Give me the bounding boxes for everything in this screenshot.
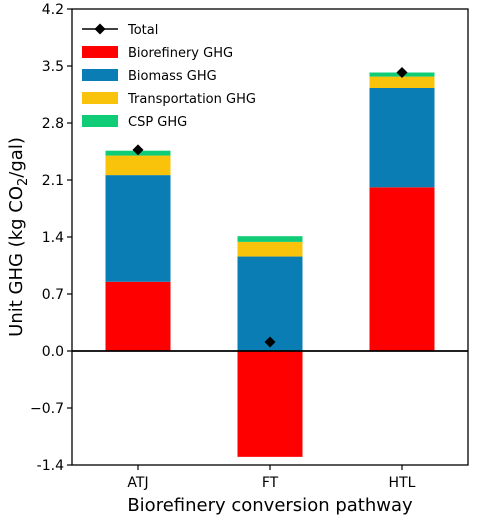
y-tick-label: -1.4: [37, 458, 64, 474]
y-axis-label: Unit GHG (kg CO2/gal): [6, 137, 31, 337]
bar-htl-biorefinery-ghg: [369, 187, 435, 351]
legend-total-marker: [94, 23, 106, 35]
bar-htl-transportation-ghg: [369, 76, 435, 88]
y-tick-label: −0.7: [30, 401, 64, 417]
bar-atj-biorefinery-ghg: [105, 281, 171, 351]
legend-swatch-biorefinery-ghg: [82, 46, 118, 58]
bar-atj-transportation-ghg: [105, 155, 171, 176]
legend-label-total: Total: [127, 23, 158, 38]
legend-label-transportation-ghg: Transportation GHG: [127, 92, 256, 107]
legend-swatch-biomass-ghg: [82, 69, 118, 81]
y-tick-label: 2.1: [42, 173, 64, 189]
y-axis-label-main: Unit GHG (kg CO: [6, 186, 27, 337]
bar-ft-transportation-ghg: [237, 241, 303, 257]
legend-label-csp-ghg: CSP GHG: [128, 115, 187, 130]
bar-ft-biorefinery-ghg: [237, 351, 303, 457]
legend-label-biomass-ghg: Biomass GHG: [128, 69, 217, 84]
bar-ft-biomass-ghg: [237, 256, 303, 351]
x-tick-label-ft: FT: [262, 475, 279, 491]
y-tick-label: 4.2: [42, 2, 64, 18]
y-tick-label: 0.0: [42, 344, 64, 360]
bar-atj-biomass-ghg: [105, 175, 171, 282]
legend-swatch-csp-ghg: [82, 115, 118, 127]
legend: Total Biorefinery GHG Biomass GHG Transport…: [82, 23, 256, 130]
legend-swatch-transportation-ghg: [82, 92, 118, 104]
x-tick-label-htl: HTL: [389, 475, 416, 491]
bar-htl-biomass-ghg: [369, 87, 435, 188]
total-marker-ft: [264, 336, 276, 348]
y-axis-ticks: -1.4 −0.7 0.0 0.7 1.4 2.1 2.8 3.5 4.2: [30, 2, 72, 474]
total-marker-atj: [132, 144, 144, 156]
y-tick-label: 2.8: [42, 116, 64, 132]
bar-ft-csp-ghg: [237, 236, 303, 242]
total-markers-layer: [132, 67, 408, 348]
y-tick-label: 0.7: [42, 287, 64, 303]
x-axis-ticks: ATJ FT HTL: [127, 465, 416, 491]
y-tick-label: 1.4: [42, 230, 64, 246]
legend-label-biorefinery-ghg: Biorefinery GHG: [128, 46, 233, 61]
y-axis-label-subscript: 2: [16, 178, 31, 186]
y-tick-label: 3.5: [42, 59, 64, 75]
total-marker-htl: [396, 67, 408, 79]
x-axis-label: Biorefinery conversion pathway: [127, 495, 413, 516]
y-axis-label-end: /gal): [6, 137, 27, 178]
bars-layer: [105, 72, 435, 457]
x-tick-label-atj: ATJ: [127, 475, 148, 491]
